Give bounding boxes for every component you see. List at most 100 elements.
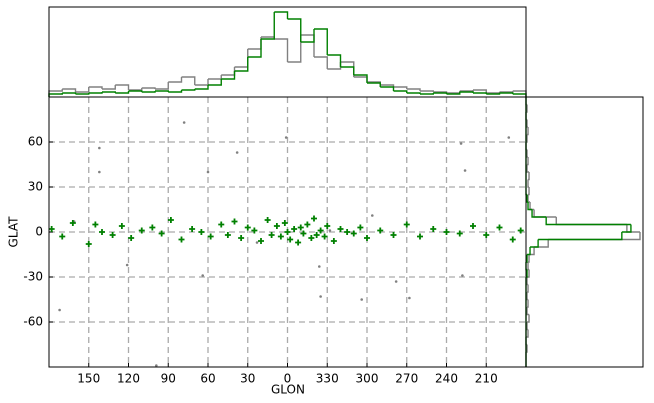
point — [207, 233, 214, 240]
point — [206, 170, 210, 174]
histogram-bin — [527, 247, 531, 256]
point — [403, 221, 410, 228]
histogram-bin — [48, 89, 63, 97]
point — [408, 296, 411, 300]
histogram-bin — [155, 90, 169, 92]
x-tick-label: 120 — [117, 372, 140, 386]
histogram-bin — [274, 38, 289, 62]
y-tick-label: -60 — [23, 315, 43, 329]
histogram-bin — [530, 239, 539, 248]
histogram-bin — [527, 127, 529, 136]
histogram-bin — [486, 92, 501, 94]
histogram-bin — [534, 239, 549, 248]
histogram-bin — [499, 92, 514, 94]
histogram-bin — [314, 56, 328, 69]
point — [109, 232, 116, 238]
point — [258, 238, 264, 244]
point — [324, 223, 331, 229]
histogram-bin — [473, 89, 487, 93]
point — [350, 230, 357, 237]
histogram-bin — [181, 89, 196, 91]
histogram-bin — [393, 86, 408, 89]
x-tick-label: 300 — [356, 372, 379, 386]
histogram-bin — [141, 91, 156, 93]
histogram-bin — [300, 29, 315, 43]
histogram-bin — [548, 232, 641, 241]
x-tick-label: 150 — [77, 372, 100, 386]
histogram-bin — [626, 224, 640, 233]
histogram-bin — [234, 57, 249, 72]
point — [430, 226, 437, 232]
histogram-bin — [538, 232, 623, 241]
histogram-bin — [621, 224, 632, 233]
point — [456, 230, 463, 237]
point — [371, 214, 374, 217]
histogram-bin — [526, 307, 530, 316]
histogram-bin — [526, 194, 529, 203]
histogram-bin — [527, 299, 529, 308]
histogram-bin — [168, 90, 183, 93]
histogram-bin — [446, 91, 461, 94]
point — [69, 220, 76, 226]
point — [149, 224, 156, 231]
histogram-bin — [459, 91, 474, 93]
histogram-bin — [528, 254, 530, 263]
histogram-bin — [526, 277, 529, 286]
histogram-bin — [367, 82, 381, 87]
x-axis-label: GLON — [271, 383, 305, 397]
histogram-bin — [527, 194, 531, 203]
point — [155, 364, 158, 367]
point — [509, 236, 516, 243]
point — [459, 142, 463, 145]
point — [313, 232, 320, 238]
point — [273, 223, 280, 229]
histogram-bin — [287, 18, 302, 42]
point — [300, 230, 307, 237]
histogram-bin — [261, 12, 275, 40]
x-tick-label: 0 — [284, 372, 292, 386]
histogram-bin — [327, 54, 342, 67]
histogram-bin — [393, 90, 408, 93]
histogram-bin — [420, 90, 434, 92]
point — [390, 232, 397, 238]
point — [417, 233, 423, 240]
histogram-bin — [208, 79, 222, 86]
point — [48, 226, 55, 232]
y-tick-label: -30 — [23, 270, 43, 284]
histogram-bin — [380, 86, 395, 91]
histogram-bin — [473, 92, 487, 94]
point — [377, 227, 384, 234]
histogram-bin — [48, 93, 63, 97]
point — [281, 220, 288, 226]
x-tick-label: 210 — [475, 372, 498, 386]
point — [284, 136, 288, 139]
point — [189, 226, 196, 232]
point — [167, 217, 174, 223]
point — [218, 221, 225, 228]
histogram-bin — [115, 84, 130, 90]
histogram-bin — [62, 88, 77, 92]
point — [287, 236, 294, 243]
histogram-bin — [115, 91, 130, 94]
histogram-bin — [545, 217, 631, 226]
point — [238, 235, 245, 241]
histogram-bin — [221, 71, 236, 80]
histogram-bin — [128, 88, 143, 91]
histogram-bin — [62, 92, 77, 94]
point — [507, 136, 511, 139]
point — [517, 227, 524, 234]
point — [284, 229, 291, 235]
x-tick-label: 90 — [161, 372, 176, 386]
point — [318, 265, 321, 268]
point — [328, 229, 332, 232]
histogram-bin — [88, 86, 103, 89]
point — [308, 235, 315, 241]
histogram-bin — [75, 87, 90, 93]
point — [231, 218, 238, 225]
y-axis-label: GLAT — [7, 216, 21, 248]
histogram-bin — [526, 322, 529, 331]
point — [235, 151, 239, 154]
x-tick-label: 240 — [435, 372, 458, 386]
histogram-bin — [499, 91, 514, 93]
point — [297, 224, 304, 231]
